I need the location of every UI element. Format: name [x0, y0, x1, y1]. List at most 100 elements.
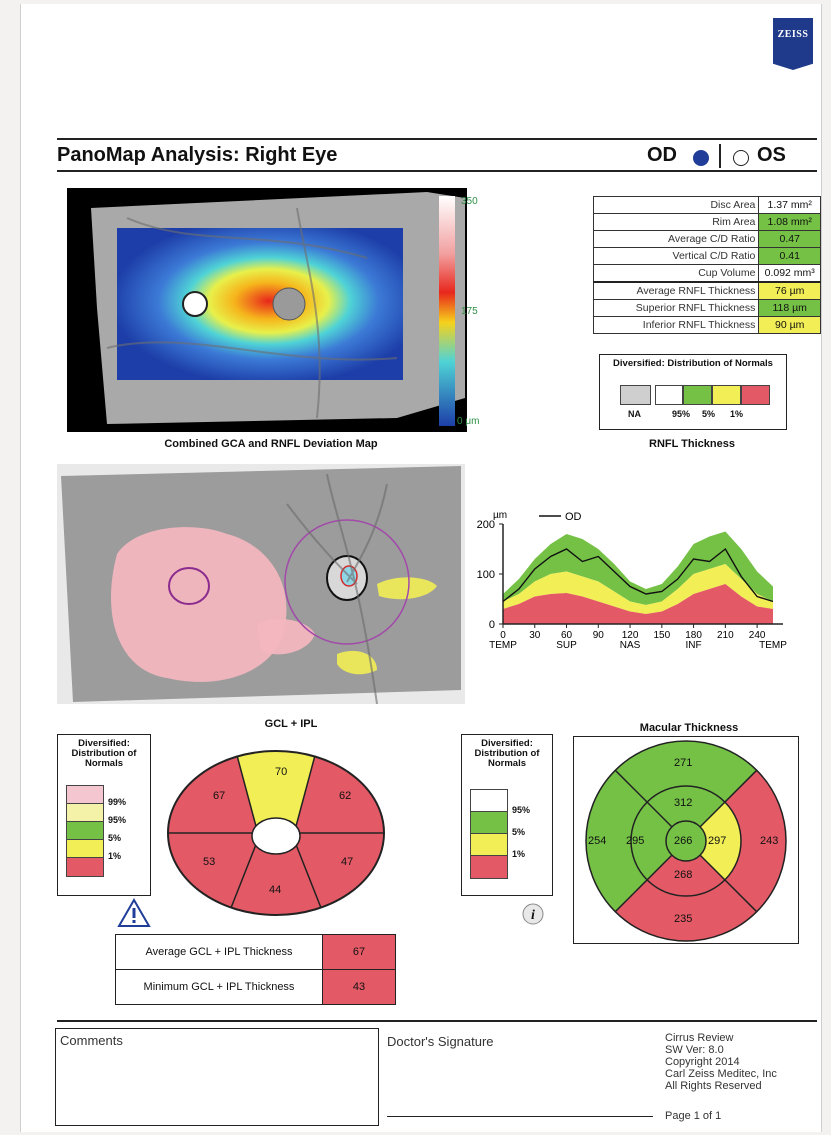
- gcl-legend-1: 1%: [108, 851, 122, 861]
- parameter-value: 0.092 mm³: [758, 264, 821, 283]
- comments-label: Comments: [60, 1033, 123, 1048]
- parameter-label: Disc Area: [592, 196, 760, 214]
- y-axis-unit: µm: [493, 510, 507, 521]
- gcl-value-superior: 70: [275, 766, 288, 778]
- deviation-map-caption: Combined GCA and RNFL Deviation Map: [164, 438, 378, 450]
- legend-swatch-95: [654, 385, 684, 405]
- legend-label-1: 1%: [730, 409, 744, 419]
- gcl-swatch-1: [66, 839, 104, 859]
- info-line: Copyright 2014: [665, 1056, 740, 1068]
- x-tick-label: 210: [717, 630, 734, 641]
- report-page: ZEISS PanoMap Analysis: Right Eye OD OS: [20, 4, 822, 1132]
- rnfl-legend: Diversified: Distribution of Normals NA …: [599, 354, 787, 430]
- gcl-legend-5: 5%: [108, 833, 122, 843]
- svg-text:i: i: [531, 908, 535, 923]
- band-yellow: [503, 564, 773, 614]
- macular-outer-nasal: 243: [760, 835, 779, 847]
- legend-label-95: 95%: [672, 409, 691, 419]
- gcl-legend: Diversified: Distribution of Normals 99%…: [57, 734, 151, 896]
- deviation-map-image: [67, 188, 467, 432]
- parameter-label: Rim Area: [592, 213, 760, 231]
- scale-bottom-label: 0 μm: [457, 416, 480, 427]
- gcl-ipl-title: GCL + IPL: [264, 718, 318, 730]
- gcl-legend-95: 95%: [108, 815, 127, 825]
- info-line: All Rights Reserved: [665, 1080, 762, 1092]
- parameter-value: 76 µm: [758, 281, 821, 300]
- od-label: OD: [647, 144, 677, 166]
- macular-swatch-1: [470, 833, 508, 857]
- x-tick-label: 90: [593, 630, 605, 641]
- parameter-value: 0.47: [758, 230, 821, 248]
- macular-swatch-95: [470, 789, 508, 813]
- warning-icon[interactable]: [117, 898, 151, 928]
- x-region-label: INF: [686, 640, 702, 651]
- stat-value: 43: [322, 969, 396, 1005]
- macular-inner-inferior: 268: [674, 869, 693, 881]
- parameter-value: 1.37 mm²: [758, 196, 821, 214]
- y-tick-label: 200: [477, 519, 495, 531]
- rnfl-legend-title: Diversified: Distribution of Normals: [613, 358, 773, 369]
- parameter-label: Superior RNFL Thickness: [592, 299, 760, 317]
- page-number: Page 1 of 1: [665, 1110, 722, 1122]
- gcl-rnfl-fundus-map: [57, 464, 465, 704]
- rnfl-thickness-caption: RNFL Thickness: [649, 438, 735, 450]
- y-tick-label: 100: [477, 569, 495, 581]
- os-radio[interactable]: [733, 150, 749, 166]
- od-radio[interactable]: [693, 150, 709, 166]
- legend-swatch-na: [620, 385, 651, 405]
- parameter-row: Cup Volume 0.092 mm³: [592, 264, 821, 283]
- legend-label-5: 5%: [702, 409, 716, 419]
- band-red: [503, 584, 773, 624]
- od-series-line: [502, 547, 774, 603]
- gcl-value-inferotemporal: 53: [203, 856, 216, 868]
- macular-outer-superior: 271: [674, 757, 693, 769]
- parameter-row: Inferior RNFL Thickness 90 µm: [592, 316, 821, 334]
- info-line: Carl Zeiss Meditec, Inc: [665, 1068, 777, 1080]
- macular-outer-inferior: 235: [674, 913, 693, 925]
- x-tick-label: 180: [685, 630, 702, 641]
- signature-line[interactable]: [387, 1116, 653, 1117]
- page-title: PanoMap Analysis: Right Eye: [57, 144, 338, 166]
- thickness-color-scale: [439, 196, 455, 426]
- macular-inner-temporal: 295: [626, 835, 645, 847]
- legend-swatch-red: [741, 385, 770, 405]
- gcl-swatch-red: [66, 857, 104, 877]
- parameter-label: Vertical C/D Ratio: [592, 247, 760, 265]
- x-tick-label: 150: [653, 630, 670, 641]
- gcl-stats-table: Average GCL + IPL Thickness 67 Minimum G…: [115, 934, 396, 1005]
- info-icon[interactable]: i: [521, 902, 545, 926]
- comments-box[interactable]: Comments: [55, 1028, 379, 1126]
- gcl-value-superotemporal: 67: [213, 790, 226, 802]
- parameter-label: Average C/D Ratio: [592, 230, 760, 248]
- gcl-legend-title: Diversified: Distribution of Normals: [71, 738, 137, 769]
- od-os-divider: [719, 144, 721, 168]
- gcl-ipl-ellipse: [167, 750, 385, 916]
- x-tick-label: 120: [622, 630, 639, 641]
- rnfl-legend-swatches: [620, 385, 770, 405]
- gcl-swatch-5: [66, 821, 104, 841]
- gcl-value-inferonasal: 47: [341, 856, 354, 868]
- x-region-label: TEMP: [489, 640, 517, 651]
- parameter-row: Rim Area 1.08 mm²: [592, 213, 821, 231]
- scale-mid-label: 175: [461, 306, 478, 317]
- parameter-row: Superior RNFL Thickness 118 µm: [592, 299, 821, 317]
- parameter-value: 0.41: [758, 247, 821, 265]
- parameter-value: 1.08 mm²: [758, 213, 821, 231]
- os-label: OS: [757, 144, 786, 166]
- parameter-row: Average C/D Ratio 0.47: [592, 230, 821, 248]
- stat-label: Minimum GCL + IPL Thickness: [115, 969, 323, 1005]
- macular-title: Macular Thickness: [639, 722, 739, 734]
- macular-swatch-red: [470, 855, 508, 879]
- scale-top-label: 350: [461, 196, 478, 207]
- stat-row-minimum: Minimum GCL + IPL Thickness 43: [115, 969, 396, 1005]
- macular-panel: 271 312 254 295 266 297 243 268 235: [573, 736, 799, 944]
- macular-legend-title: Diversified: Distribution of Normals: [474, 738, 540, 769]
- parameter-label: Inferior RNFL Thickness: [592, 316, 760, 334]
- x-tick-label: 240: [749, 630, 766, 641]
- macular-center: 266: [674, 835, 693, 847]
- macular-legend-1: 1%: [512, 849, 526, 859]
- gcl-value-superonasal: 62: [339, 790, 352, 802]
- x-tick-label: 60: [561, 630, 573, 641]
- macular-inner-nasal: 297: [708, 835, 727, 847]
